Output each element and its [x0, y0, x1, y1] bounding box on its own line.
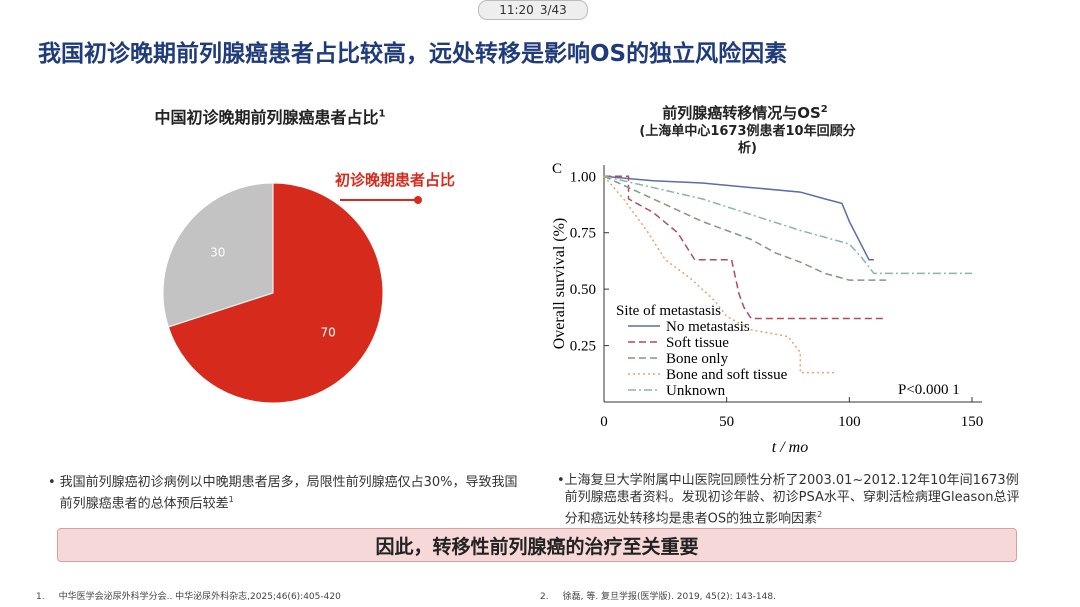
title-sup: 1: [378, 108, 386, 120]
km-title: 前列腺癌转移情况与OS2: [630, 102, 860, 123]
footnote-text: 徐磊, 等. 复旦学报(医学版). 2019, 45(2): 143-148.: [562, 592, 776, 602]
footnote-num: 2.: [540, 592, 549, 602]
annotation: 初诊晚期患者占比: [335, 171, 455, 189]
survival-curve: [603, 175, 972, 275]
y-tick-label: 1.00: [570, 169, 596, 185]
x-tick-label: 100: [838, 414, 861, 430]
title-text: 中国初诊晚期前列腺癌患者占比: [154, 108, 379, 127]
survival-curve: [603, 175, 874, 261]
x-tick-label: 0: [600, 414, 608, 430]
banner: 因此，转移性前列腺癌的治疗至关重要: [57, 528, 1017, 562]
footnote: 1. 中华医学会泌尿外科学分会.. 中华泌尿外科杂志,2025;46(6):405…: [36, 589, 341, 602]
annotation: P<0.000 1: [898, 382, 960, 398]
legend-label: Bone only: [666, 351, 729, 367]
bullet-sup: 2: [817, 510, 823, 519]
survival-curve: [604, 175, 887, 320]
footnote-text: 中华医学会泌尿外科学分会.. 中华泌尿外科杂志,2025;46(6):405-4…: [58, 592, 341, 602]
pie-title: 中国初诊晚期前列腺癌患者占比1: [120, 104, 420, 128]
x-tick-label: 50: [719, 414, 734, 430]
pie-slice: [162, 182, 274, 328]
slice-label: 70: [321, 326, 336, 340]
x-tick-label: 150: [961, 414, 984, 430]
panel-label: C: [552, 161, 562, 177]
legend-label: Unknown: [666, 383, 726, 399]
legend-label: Soft tissue: [666, 335, 729, 351]
legend-label: No metastasis: [666, 319, 750, 335]
slide-title: 我国初诊晚期前列腺癌患者占比较高，远处转移是影响OS的独立风险因素: [38, 41, 788, 67]
y-axis-label: Overall survival (%): [551, 218, 568, 350]
survival-curve: [603, 175, 838, 374]
time: 11:20: [499, 3, 534, 17]
status-bar: 11:20 3/43: [478, 0, 588, 20]
bullet-sup: 1: [228, 495, 234, 504]
y-tick-label: 0.25: [570, 339, 596, 355]
y-tick-label: 0.75: [570, 226, 596, 242]
bullet-text: 我国前列腺癌初诊病例以中晚期患者居多，局限性前列腺癌仅占30%，导致我国前列腺癌…: [59, 475, 518, 512]
bullet-text: 上海复旦大学附属中山医院回顾性分析了2003.01~2012.12年10年间16…: [564, 473, 1020, 527]
x-axis-label: t / mo: [772, 439, 808, 456]
pie-slice: [167, 182, 384, 404]
y-tick-label: 0.50: [570, 282, 596, 298]
page-number: 3/43: [539, 3, 567, 17]
footnote-num: 1.: [36, 592, 45, 602]
survival-curve: [603, 175, 887, 281]
legend-title: Site of metastasis: [616, 303, 721, 319]
annotation-dot: [414, 196, 422, 204]
bullet: • 我国前列腺癌初诊病例以中晚期患者居多，局限性前列腺癌仅占30%，导致我国前列腺…: [48, 475, 518, 512]
footnote: 2. 徐磊, 等. 复旦学报(医学版). 2019, 45(2): 143-148…: [540, 589, 776, 602]
title-text: 前列腺癌转移情况与OS: [662, 104, 821, 122]
bullet: • 上海复旦大学附属中山医院回顾性分析了2003.01~2012.12年10年间1…: [557, 473, 1020, 527]
legend-label: Bone and soft tissue: [666, 367, 788, 383]
title-sup: 2: [820, 104, 828, 115]
slice-label: 30: [210, 245, 225, 259]
km-subtitle: (上海单中心1673例患者10年回顾分析): [639, 124, 856, 156]
